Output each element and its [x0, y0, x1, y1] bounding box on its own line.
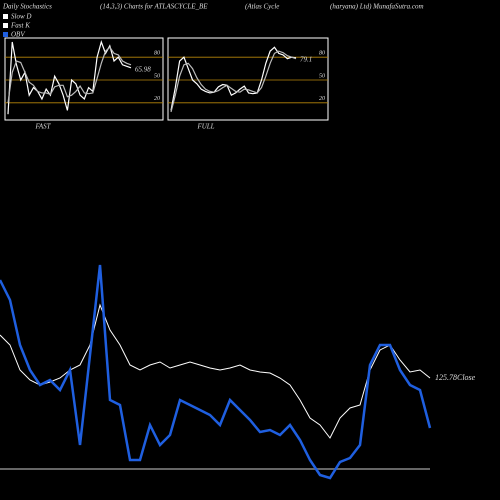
y-tick-label: 80	[154, 51, 160, 57]
x-axis-label: FULL	[196, 123, 214, 131]
data-label: 125.78Close	[435, 373, 476, 382]
y-tick-label: 20	[154, 96, 160, 102]
data-label: 65.98	[135, 65, 151, 73]
line	[7, 46, 132, 103]
line	[170, 46, 297, 111]
y-tick-label: 80	[319, 51, 325, 57]
subtitle: (14,3,3) Charts for ATLASCYCLE_BE	[100, 3, 208, 11]
line	[0, 264, 432, 480]
y-tick-label: 50	[154, 73, 160, 79]
panel-frame	[4, 37, 164, 121]
title: Daily Stochastics	[2, 3, 52, 11]
legend-swatch	[3, 32, 8, 37]
data-label: 79.1	[300, 55, 312, 63]
legend-label: Fast K	[10, 22, 30, 30]
legend-swatch	[3, 14, 8, 19]
y-tick-label: 50	[319, 73, 325, 79]
legend-label: Slow D	[11, 13, 31, 21]
line	[0, 303, 431, 439]
y-tick-label: 20	[319, 96, 325, 102]
legend-label: OBV	[11, 31, 25, 39]
panel-frame	[167, 37, 329, 121]
company: (Atlas Cycle	[245, 3, 279, 11]
x-axis-label: FAST	[34, 123, 51, 131]
line	[170, 50, 297, 113]
source: (haryana) Ltd) MunafaSutra.com	[330, 3, 424, 11]
legend-swatch	[3, 23, 8, 28]
